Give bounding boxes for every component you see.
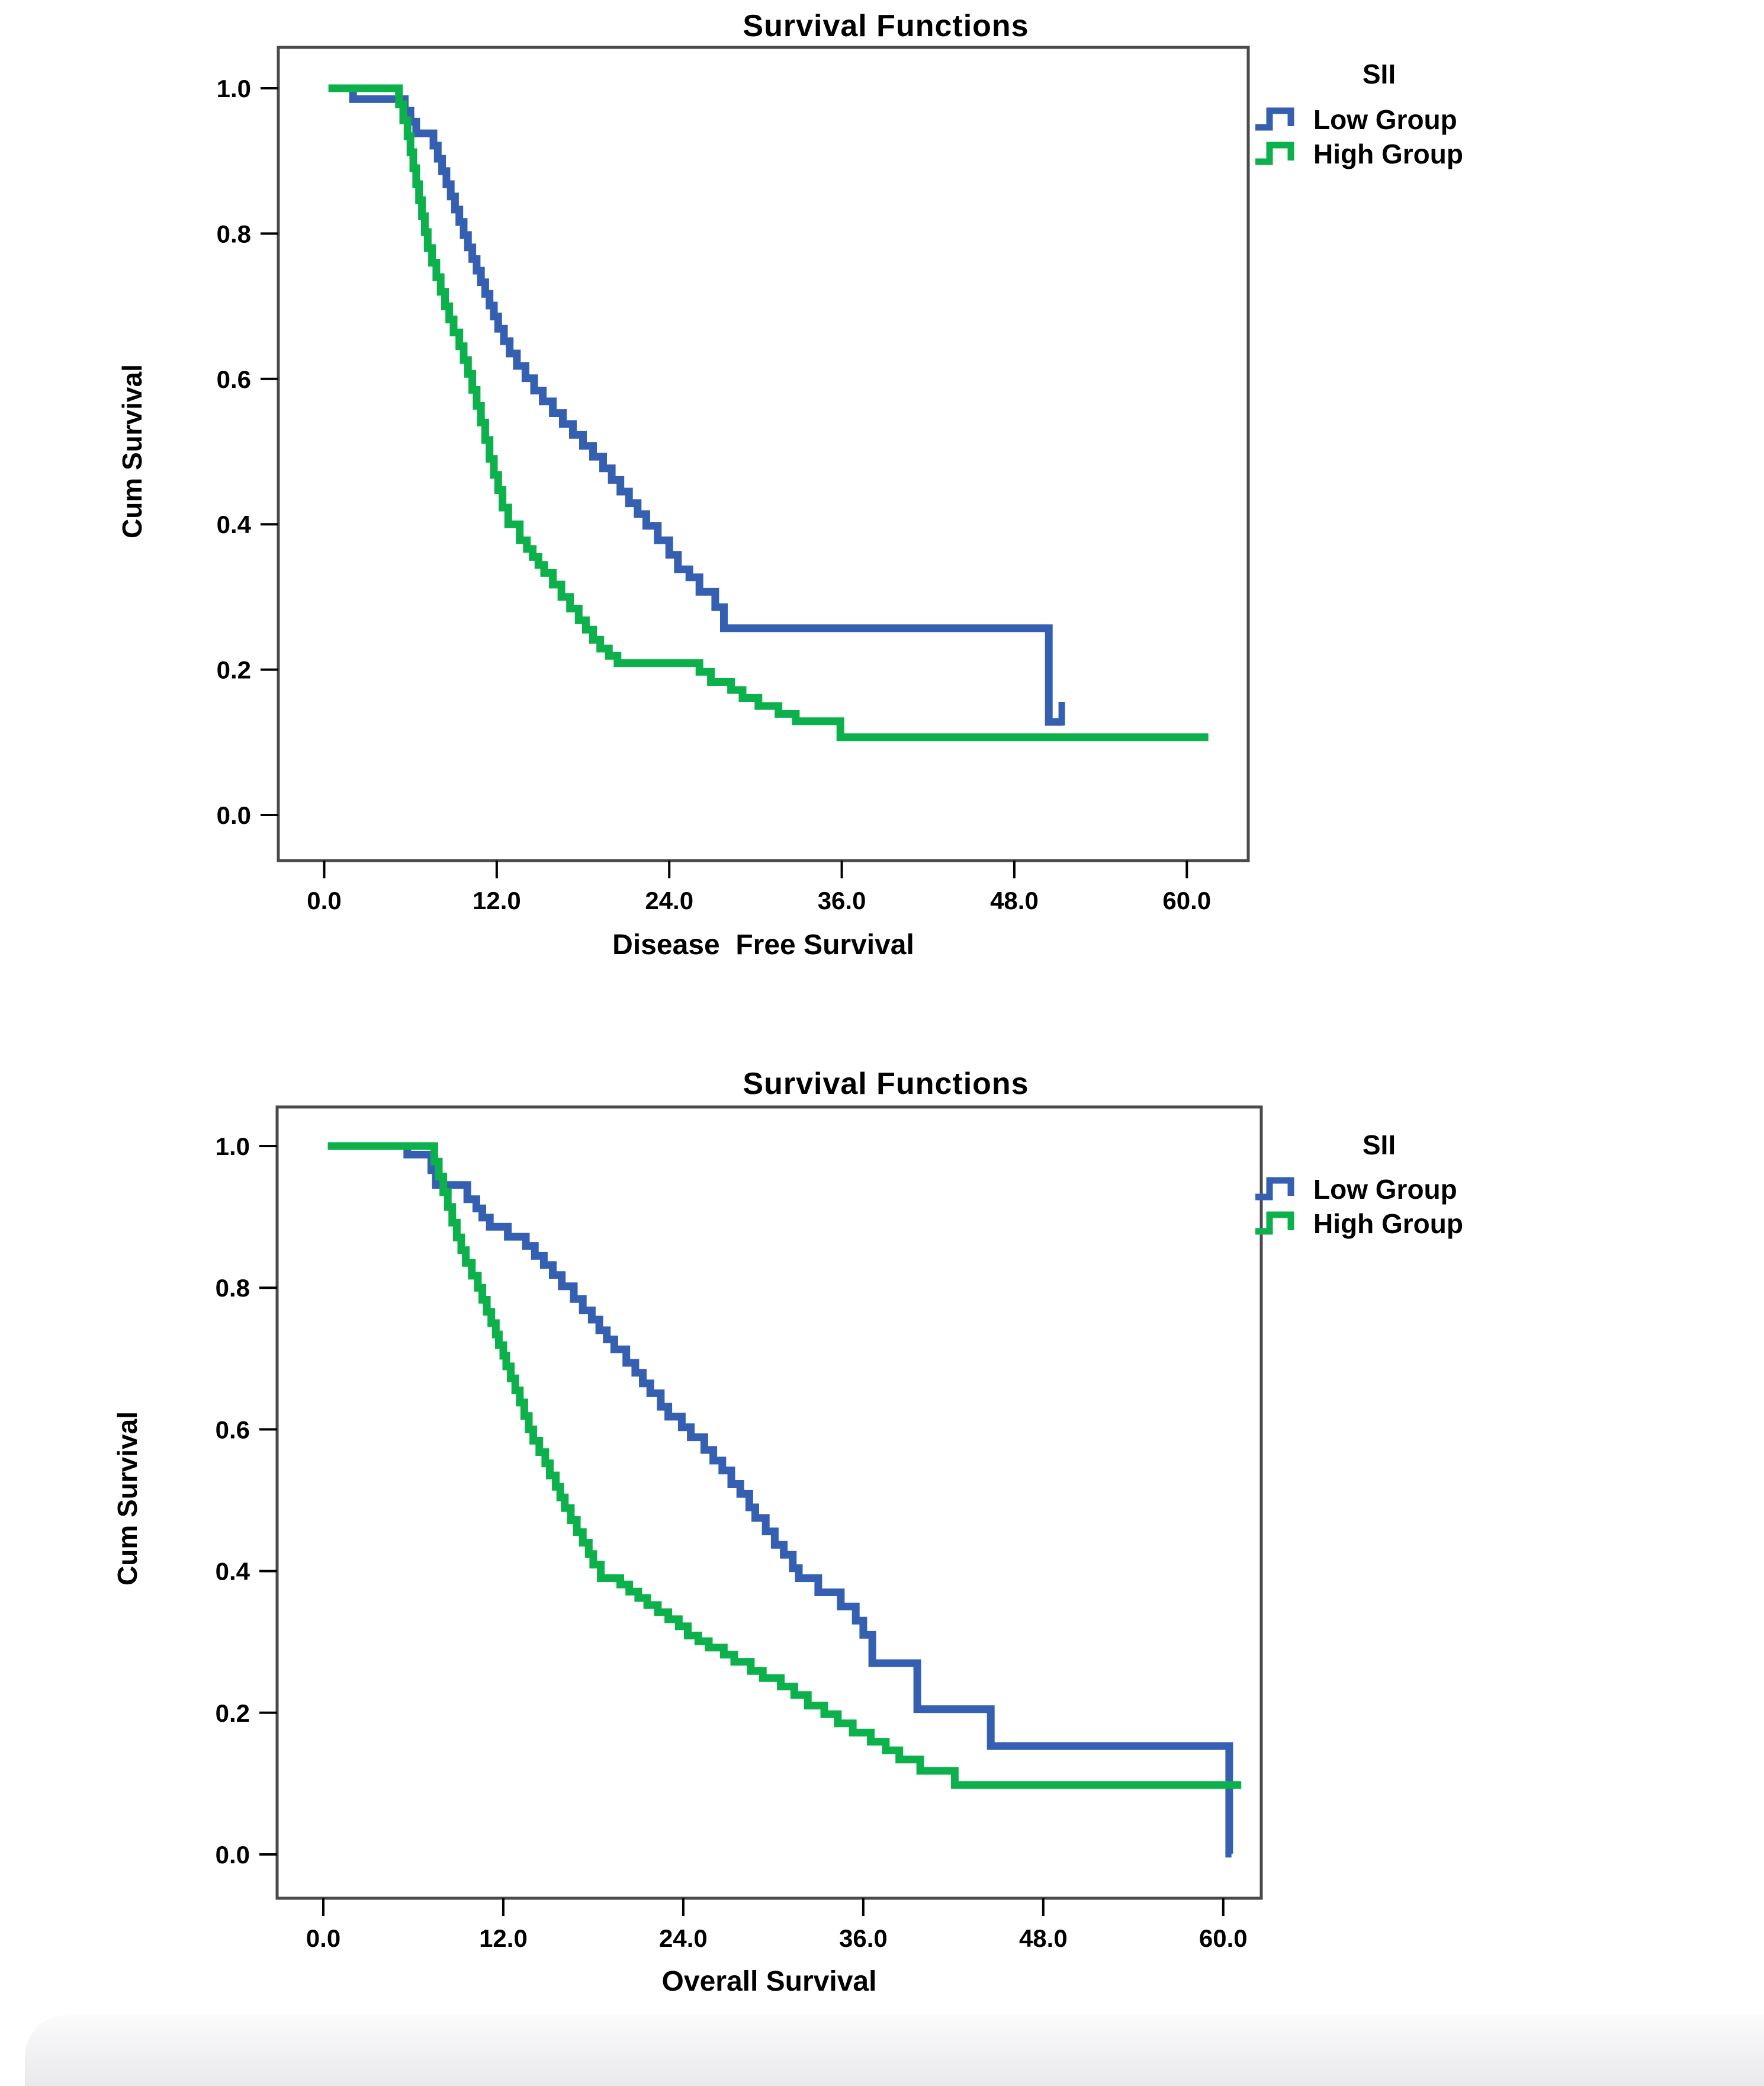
y-tick-label: 0.8	[217, 220, 251, 248]
low-group-step-icon	[1255, 107, 1294, 131]
x-axis-title: Disease Free Survival	[612, 929, 914, 961]
y-tick-label: 0.2	[216, 1699, 250, 1727]
legend-item-high-group: High Group	[1253, 137, 1463, 171]
y-tick-label: 0.4	[216, 1558, 250, 1586]
legend-item-low-group: Low Group	[1253, 1173, 1457, 1206]
x-tick-label: 0.0	[307, 887, 341, 914]
high-group-step-icon	[1255, 142, 1294, 165]
y-tick-label: 1.0	[216, 1132, 250, 1160]
legend-item-low-group: Low Group	[1253, 103, 1457, 136]
legend-label: Low Group	[1313, 1174, 1457, 1205]
y-axis-title: Cum Survival	[112, 1411, 143, 1586]
x-tick-label: 12.0	[479, 1924, 528, 1952]
legend-title: SII	[1362, 1129, 1396, 1160]
plot-border	[275, 1105, 1263, 1900]
x-tick-label: 60.0	[1162, 887, 1211, 914]
x-tick-label: 60.0	[1199, 1924, 1248, 1952]
legend-label: High Group	[1313, 139, 1463, 169]
x-tick-label: 12.0	[473, 887, 521, 914]
low-group-step-icon	[1255, 1177, 1294, 1201]
km-curve-low-group	[328, 84, 1063, 726]
legend-label: Low Group	[1313, 104, 1457, 135]
x-tick-label: 48.0	[990, 887, 1039, 914]
legend-title: SII	[1362, 59, 1396, 89]
y-tick-label: 1.0	[217, 75, 251, 102]
y-tick-label: 0.8	[216, 1274, 250, 1302]
km-curve-high-group	[328, 84, 1209, 742]
x-tick-label: 36.0	[839, 1924, 888, 1952]
km-curve-low-group	[327, 1142, 1233, 1858]
y-tick-label: 0.6	[216, 1416, 250, 1443]
y-tick-label: 0.6	[217, 365, 251, 393]
high-group-step-icon	[1255, 1211, 1294, 1235]
y-tick-label: 0.0	[216, 1841, 250, 1869]
y-axis-title: Cum Survival	[117, 364, 147, 538]
x-tick-label: 0.0	[306, 1924, 340, 1952]
x-tick-label: 48.0	[1019, 1924, 1068, 1952]
legend-label: High Group	[1313, 1208, 1463, 1239]
x-axis-title: Overall Survival	[661, 1966, 877, 1997]
page-bottom-strip	[25, 2015, 1764, 2086]
km-curve-high-group	[327, 1142, 1242, 1789]
x-tick-label: 36.0	[818, 887, 866, 914]
plot-border	[277, 46, 1250, 862]
legend-item-high-group: High Group	[1253, 1207, 1463, 1240]
chart-title: Survival Functions	[743, 1067, 1029, 1101]
chart-title: Survival Functions	[743, 9, 1029, 43]
y-tick-label: 0.0	[217, 801, 251, 829]
x-tick-label: 24.0	[659, 1924, 708, 1952]
y-tick-label: 0.2	[217, 656, 251, 684]
x-tick-label: 24.0	[645, 887, 693, 914]
y-tick-label: 0.4	[217, 511, 252, 538]
